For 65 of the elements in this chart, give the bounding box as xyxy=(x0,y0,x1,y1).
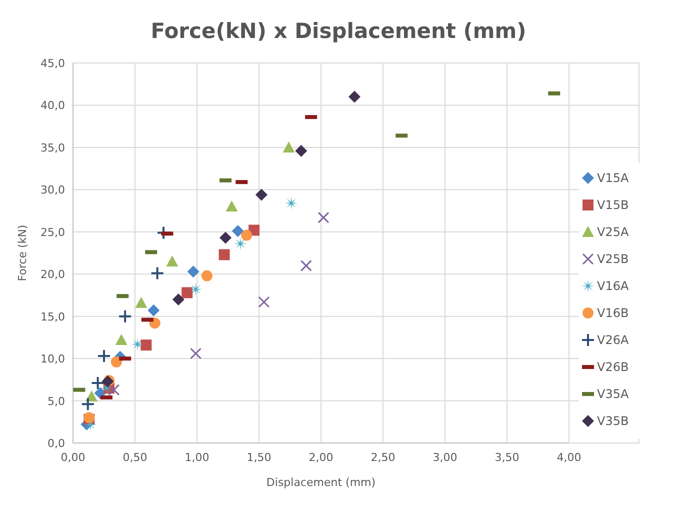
y-tick-label: 35,0 xyxy=(40,141,65,154)
point xyxy=(80,397,95,412)
legend-label: V25B xyxy=(597,252,629,266)
point xyxy=(110,356,122,368)
point xyxy=(284,196,298,210)
point xyxy=(300,260,312,272)
x-tick-label: 4,00 xyxy=(556,451,582,464)
point xyxy=(90,376,105,390)
y-tick-label: 15,0 xyxy=(40,310,65,324)
point xyxy=(135,296,148,308)
legend-label: V35B xyxy=(597,414,629,428)
point xyxy=(255,188,268,201)
point xyxy=(282,141,295,152)
point xyxy=(182,287,193,298)
point xyxy=(318,212,330,224)
x-tick-label: 1,50 xyxy=(246,451,272,464)
point xyxy=(118,309,132,324)
point xyxy=(187,266,200,278)
point xyxy=(220,232,232,244)
legend-label: V15B xyxy=(597,198,629,212)
point xyxy=(234,237,247,250)
y-axis-title: Force (kN) xyxy=(16,224,29,282)
legend-label: V25A xyxy=(597,225,630,239)
x-tick-label: 3,00 xyxy=(432,451,458,464)
y-tick-label: 0,0 xyxy=(48,437,65,450)
point xyxy=(232,225,244,238)
point xyxy=(150,266,164,280)
point xyxy=(201,270,212,282)
x-tick-label: 0,50 xyxy=(122,451,148,464)
y-tick-label: 5,0 xyxy=(48,394,65,408)
point xyxy=(97,349,111,364)
point xyxy=(166,255,178,266)
x-tick-label: 3,50 xyxy=(494,451,520,464)
point xyxy=(130,338,144,351)
point xyxy=(258,296,270,308)
legend-label: V16A xyxy=(597,279,630,293)
point xyxy=(190,348,202,360)
x-tick-label: 0,00 xyxy=(60,451,86,464)
x-tick-label: 2,00 xyxy=(308,451,334,464)
point xyxy=(115,334,128,345)
y-tick-label: 40,0 xyxy=(40,99,65,112)
point xyxy=(295,144,308,157)
point xyxy=(189,282,202,296)
point xyxy=(140,340,152,351)
legend-label: V35A xyxy=(597,387,630,401)
y-tick-label: 25,0 xyxy=(40,226,65,239)
legend-label: V15A xyxy=(597,171,630,185)
point xyxy=(148,304,160,316)
legend-label: V16B xyxy=(597,306,629,320)
legend-label: V26A xyxy=(597,333,630,347)
point xyxy=(108,384,120,396)
point xyxy=(226,200,238,212)
x-tick-label: 1,00 xyxy=(184,451,210,464)
point xyxy=(241,230,252,241)
point xyxy=(348,90,360,103)
x-tick-label: 2,50 xyxy=(370,451,396,464)
point xyxy=(172,293,184,306)
y-tick-label: 20,0 xyxy=(40,268,65,282)
y-tick-label: 45,0 xyxy=(40,57,65,70)
x-axis-title: Displacement (mm) xyxy=(266,476,376,489)
y-tick-label: 30,0 xyxy=(40,184,65,197)
y-tick-label: 10,0 xyxy=(40,352,65,366)
legend-label: V26B xyxy=(597,360,629,374)
point xyxy=(218,249,230,260)
chart-title: Force(kN) x Displacement (mm) xyxy=(150,19,526,43)
